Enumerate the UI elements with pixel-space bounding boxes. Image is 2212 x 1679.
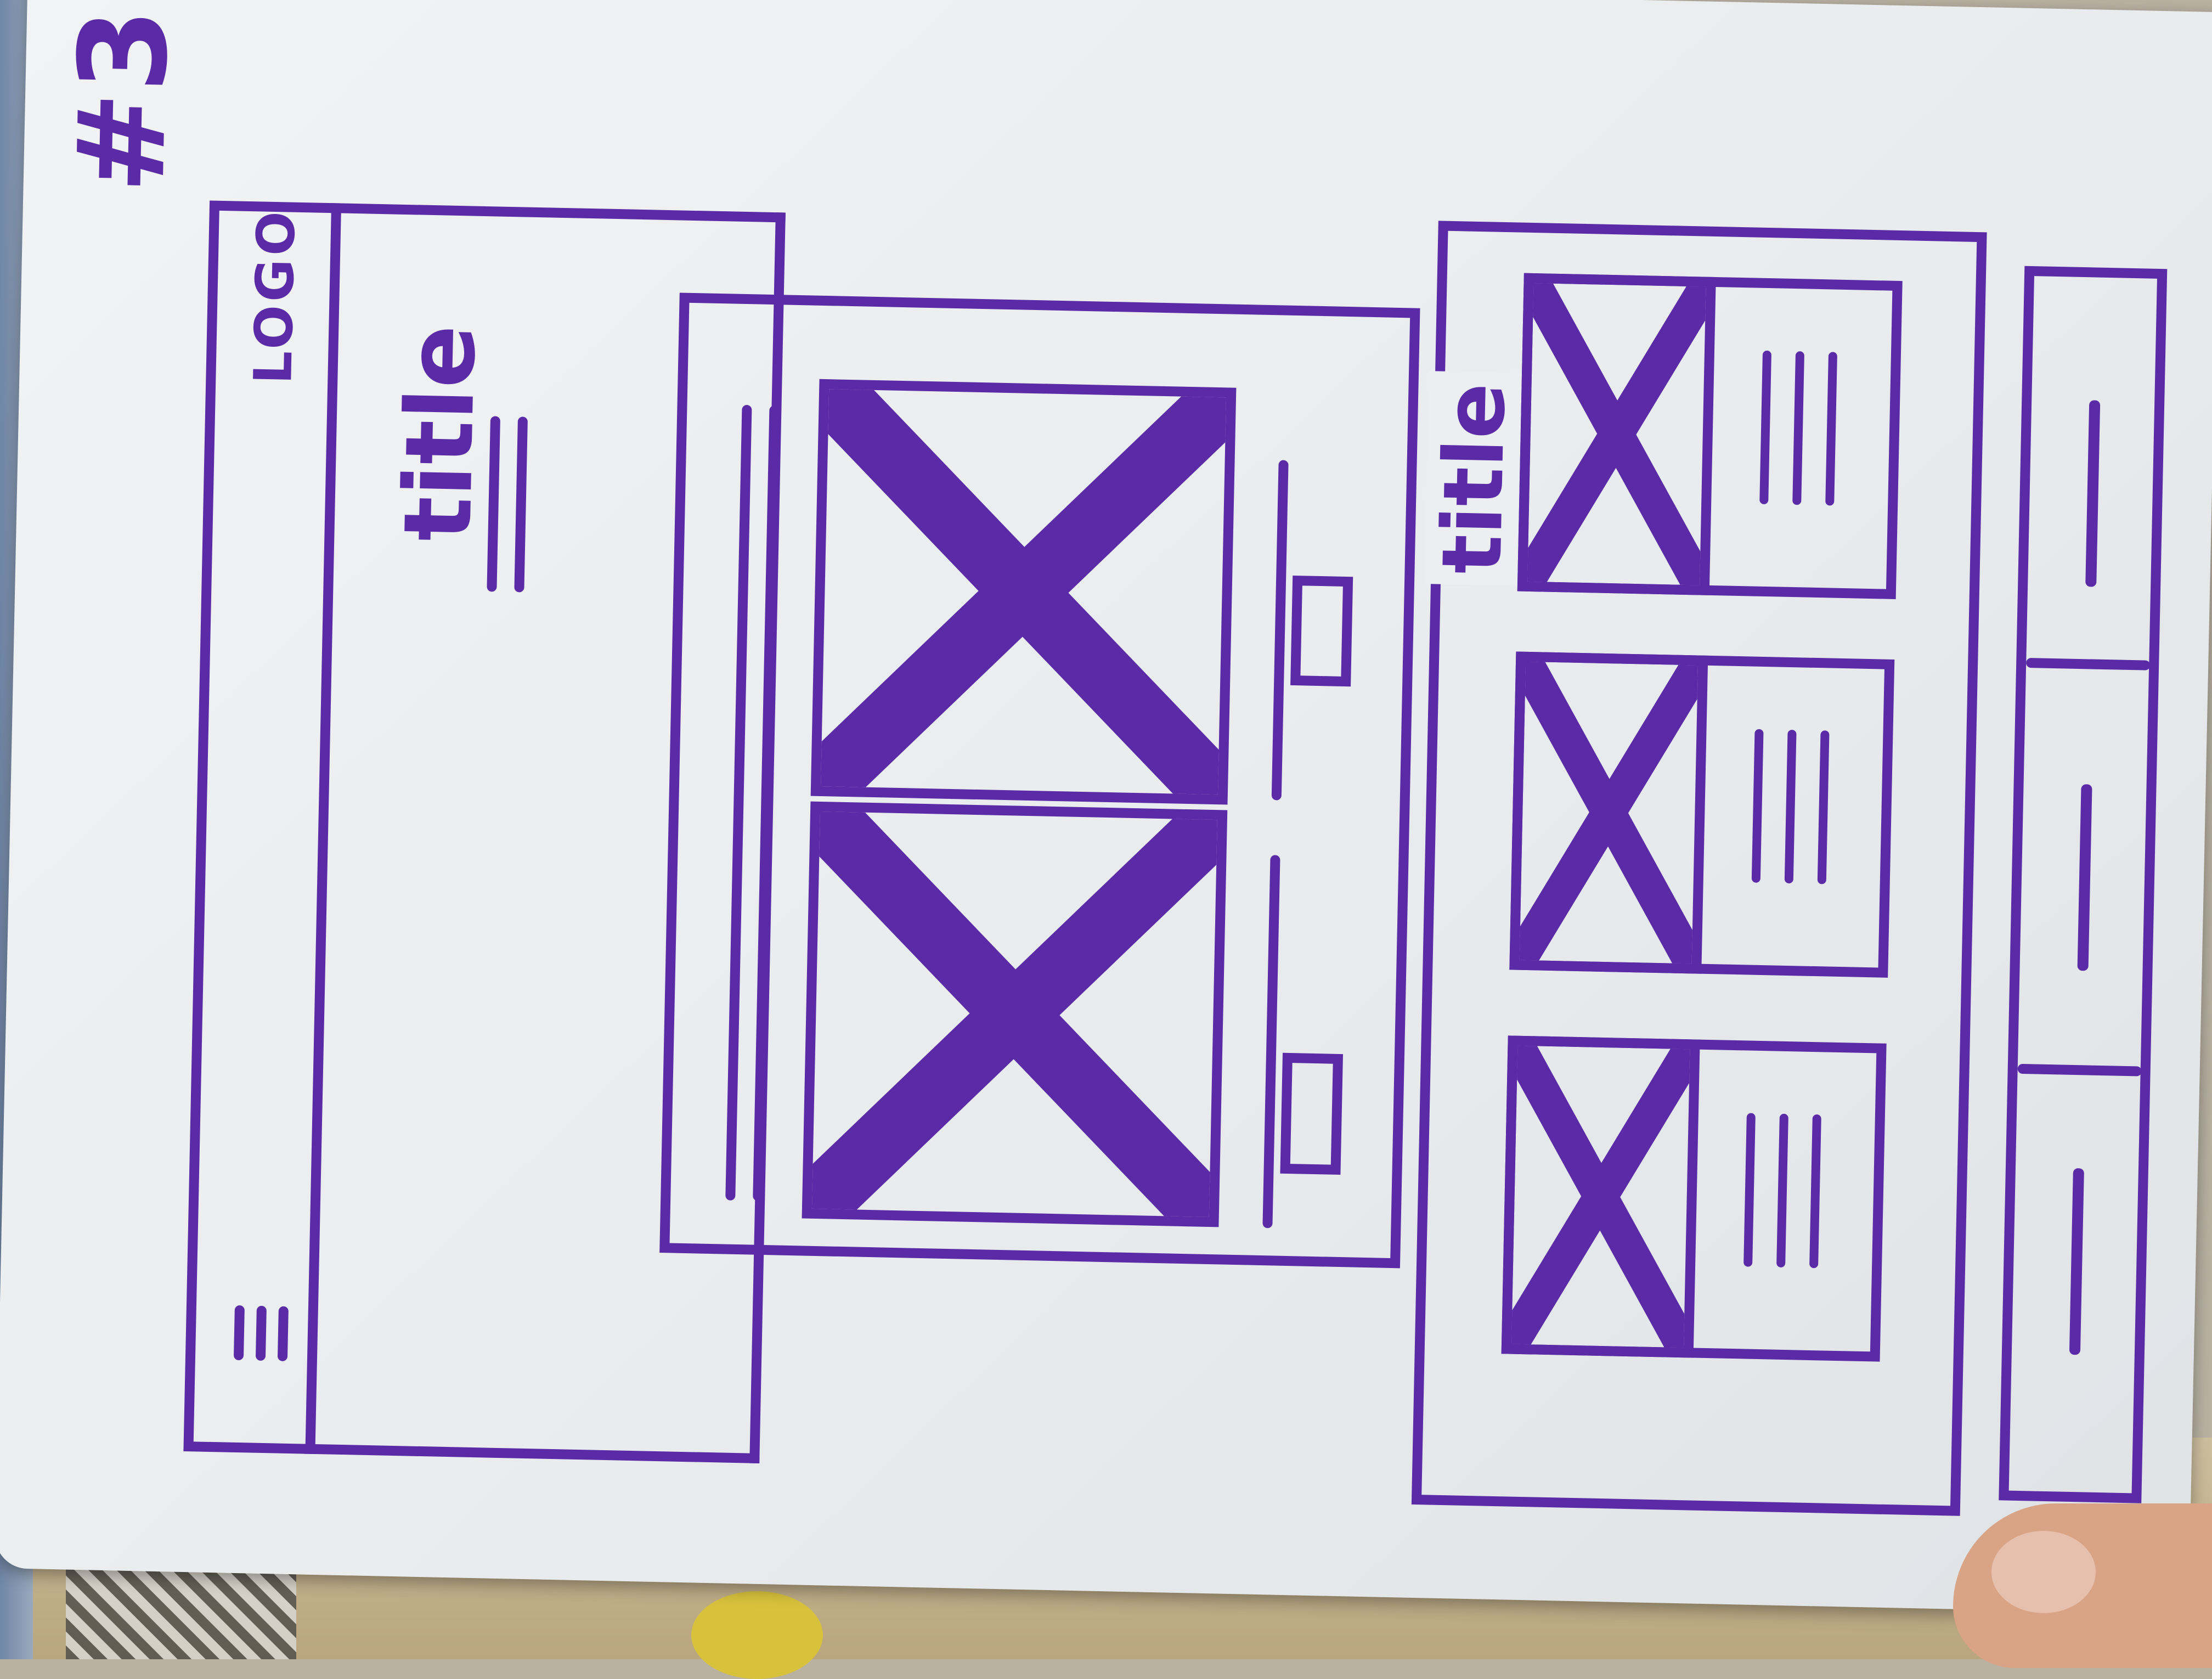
- item-text-line: [1743, 1113, 1756, 1267]
- nav-divider: [2026, 657, 2151, 671]
- list-title: title: [1424, 371, 1525, 586]
- item-text-line: [1776, 1113, 1788, 1268]
- list-panel: title: [1411, 221, 1987, 1516]
- hero-title: title: [383, 323, 497, 543]
- caption-line: [1262, 855, 1280, 1229]
- nav-item-3[interactable]: [2069, 1168, 2084, 1355]
- sketch-number: #3: [50, 7, 195, 195]
- hamburger-menu-icon: [233, 1305, 290, 1361]
- list-item[interactable]: [1509, 651, 1895, 978]
- list-item[interactable]: [1501, 1035, 1887, 1362]
- item-text-line: [1792, 351, 1805, 505]
- item-text-line: [1817, 730, 1830, 884]
- content-card: [659, 292, 1420, 1269]
- small-button[interactable]: [1280, 1052, 1344, 1175]
- small-button[interactable]: [1290, 575, 1353, 687]
- wireframe-sketch: #3 LOGO title: [23, 7, 2194, 1569]
- nav-item-2[interactable]: [2077, 784, 2092, 971]
- item-text-line: [1825, 352, 1838, 506]
- image-placeholder: [810, 379, 1237, 805]
- item-text-line: [1759, 350, 1772, 505]
- item-text-line: [1751, 729, 1764, 883]
- whiteboard: #3 LOGO title: [0, 0, 2212, 1614]
- thumbnail: [1991, 1531, 2096, 1613]
- item-text-line: [1784, 729, 1797, 884]
- hero-text-line: [514, 416, 528, 593]
- list-item-image: [1509, 651, 1708, 974]
- nav-divider: [2017, 1063, 2142, 1077]
- list-item-image: [1501, 1035, 1700, 1358]
- list-item-image: [1517, 273, 1716, 595]
- card-text-line: [725, 404, 752, 1201]
- yellow-cup: [691, 1591, 823, 1679]
- image-placeholder: [802, 801, 1228, 1227]
- caption-line: [1271, 460, 1289, 801]
- logo-label: LOGO: [243, 207, 307, 385]
- list-item[interactable]: [1517, 273, 1903, 599]
- item-text-line: [1809, 1114, 1821, 1269]
- card-text-line: [753, 405, 780, 1201]
- bottom-nav-bar: [1999, 266, 2168, 1503]
- nav-item-1[interactable]: [2085, 400, 2101, 587]
